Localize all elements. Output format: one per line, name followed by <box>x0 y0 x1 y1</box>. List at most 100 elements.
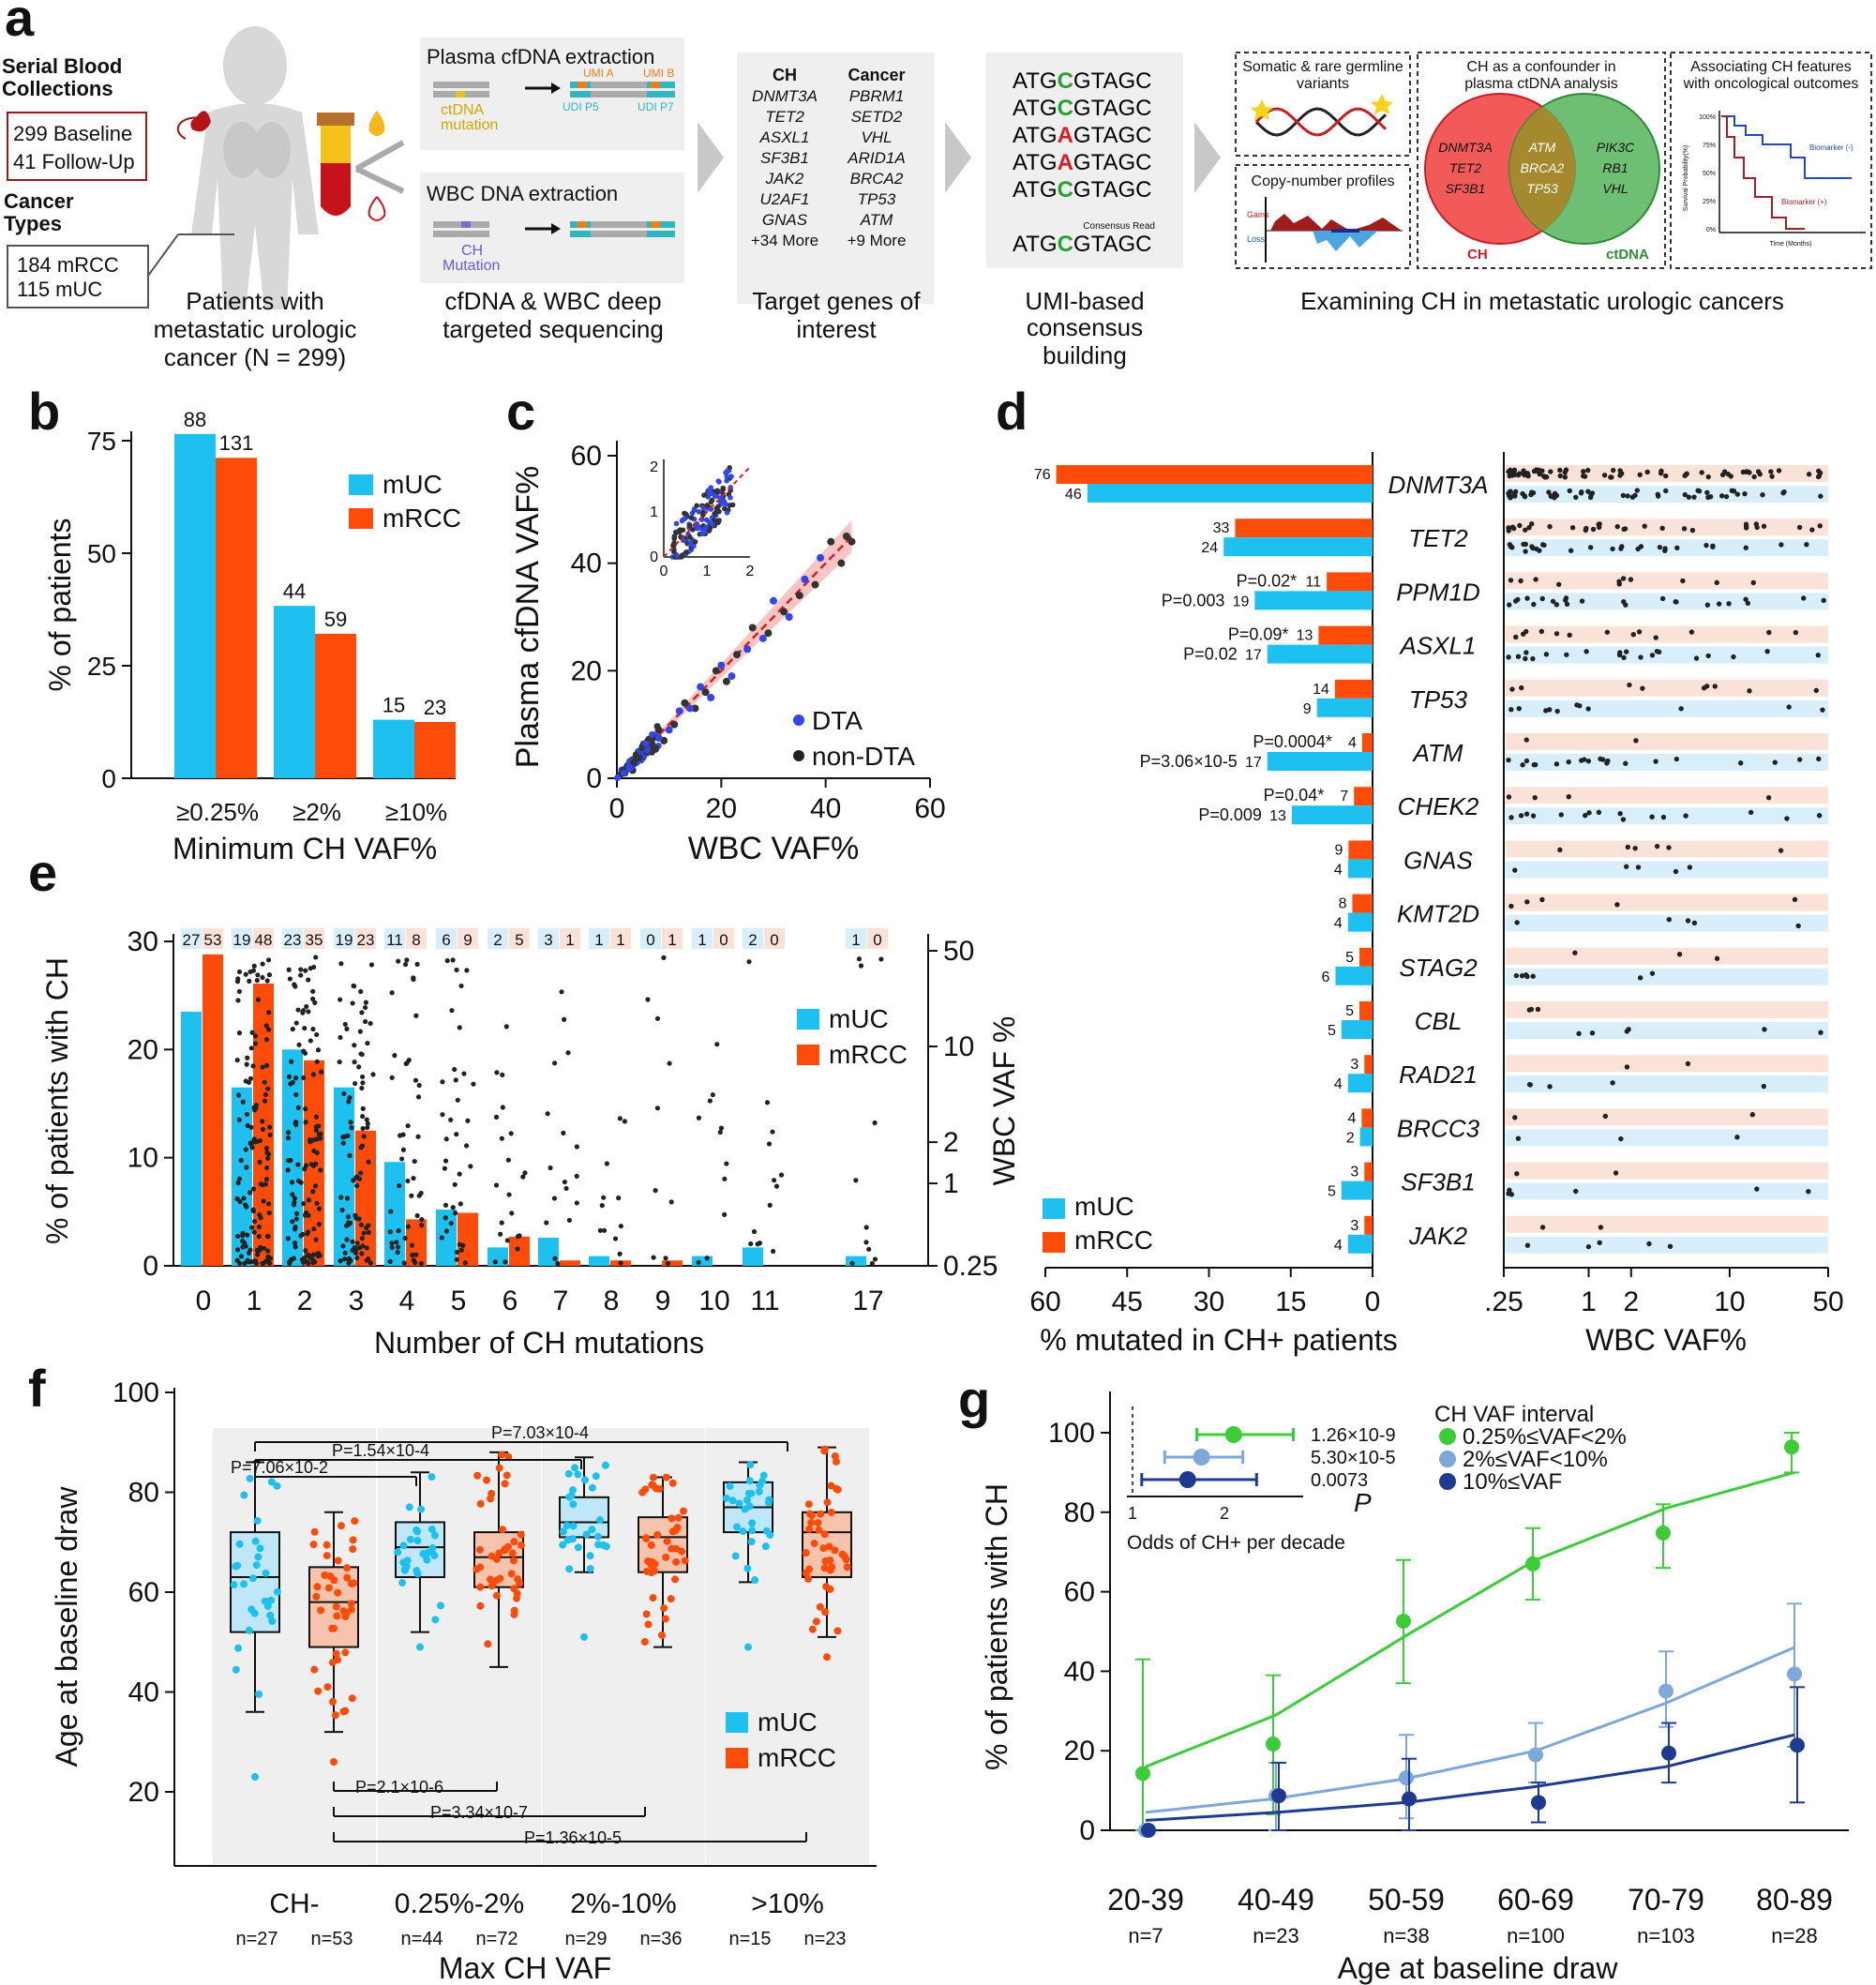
box-point <box>828 1563 836 1571</box>
box-point <box>564 1469 573 1478</box>
vaf-dot <box>300 1010 306 1015</box>
y-tick-label: 80 <box>1064 1497 1095 1528</box>
odds-point <box>1193 1449 1210 1466</box>
box-point <box>559 1527 567 1536</box>
umi-a-label: UMI A <box>583 67 614 80</box>
vaf-dot <box>618 1260 623 1266</box>
cancer-gene-item: SETD2 <box>851 108 903 126</box>
box-point <box>342 1609 351 1617</box>
vaf-dot <box>755 1241 760 1247</box>
gene-name: ATM <box>1412 739 1463 767</box>
legend-label: 2%≤VAF<10% <box>1463 1447 1608 1472</box>
somatic-title-2: variants <box>1297 76 1349 92</box>
box-point <box>804 1574 813 1583</box>
vaf-band-muc <box>1506 646 1828 664</box>
bar-count-label: 9 <box>1303 701 1312 717</box>
box-point <box>735 1499 743 1508</box>
vaf-dot <box>234 1233 241 1240</box>
count-badge-label: 5 <box>515 931 523 949</box>
legend-dta-label: DTA <box>812 706 863 735</box>
vaf-dot <box>1723 493 1730 500</box>
box-point <box>644 1620 653 1629</box>
vaf-dot <box>1573 494 1579 501</box>
x-tick-label: 50-59 <box>1368 1883 1445 1917</box>
vaf-dot <box>290 1219 295 1225</box>
ch-mut-label: CH <box>461 243 483 259</box>
vaf-dot <box>303 1106 308 1112</box>
vaf-dot <box>494 1070 500 1075</box>
vaf-dot <box>263 1146 270 1151</box>
vaf-dot <box>338 997 343 1002</box>
box-point <box>337 1522 345 1530</box>
box-point <box>507 1570 516 1578</box>
box-outlier <box>416 1643 424 1651</box>
insert-icon <box>591 91 647 98</box>
vaf-dot <box>1515 1135 1522 1141</box>
box-point <box>351 1517 359 1526</box>
vaf-dot <box>1566 793 1571 800</box>
inset-point <box>694 503 699 509</box>
n-label-mrcc: n=36 <box>639 1929 682 1949</box>
inset-point <box>729 502 736 508</box>
vaf-dot <box>1530 545 1536 551</box>
bar-mrcc <box>1327 572 1373 592</box>
box-point <box>667 1595 675 1603</box>
vaf-dot <box>316 1251 322 1256</box>
vaf-dot <box>1815 653 1821 658</box>
n-label: n=23 <box>1253 1924 1299 1947</box>
vaf-dot <box>1680 578 1686 584</box>
legend-muc-label: mUC <box>383 470 443 499</box>
box-point <box>310 1665 319 1674</box>
box-point <box>492 1591 501 1600</box>
vaf-dot <box>1688 629 1695 635</box>
vaf-dot <box>1514 920 1520 925</box>
box-outlier <box>580 1632 588 1641</box>
vaf-dot <box>1614 902 1620 908</box>
vaf-dot <box>411 976 416 983</box>
vaf-dot <box>266 1210 272 1216</box>
vaf-dot <box>261 1198 266 1204</box>
pvalue-label: P=1.54×10-4 <box>332 1441 429 1460</box>
box-point <box>814 1519 822 1527</box>
vaf-dot <box>1816 813 1823 819</box>
vaf-dot <box>498 1231 503 1237</box>
box-outlier <box>251 1773 259 1782</box>
vaf-dot <box>301 1075 307 1081</box>
inset-point <box>708 506 714 512</box>
x-tick-label: 70-79 <box>1628 1883 1704 1917</box>
count-badge-label: 9 <box>463 931 472 949</box>
x-tick-label: 3 <box>349 1286 365 1316</box>
vaf-dot <box>766 1141 773 1147</box>
data-point <box>1784 1439 1799 1455</box>
box-point <box>642 1534 651 1542</box>
vaf-dot <box>266 1010 272 1015</box>
vaf-dot <box>1604 629 1611 635</box>
vaf-dot <box>1714 579 1719 586</box>
vaf-dot <box>1801 595 1807 601</box>
vaf-dot <box>285 1236 291 1241</box>
plasma-layer-icon <box>321 126 351 163</box>
vaf-dot <box>352 1043 357 1048</box>
vaf-dot <box>313 1124 319 1130</box>
cancer-gene-item: ATM <box>860 211 893 229</box>
vaf-dot <box>503 1259 508 1265</box>
vaf-dot <box>878 956 884 962</box>
count-badge-label: 8 <box>412 931 420 949</box>
vaf-dot <box>359 1085 365 1091</box>
vaf-dot <box>1587 545 1594 550</box>
bar-muc <box>743 1247 763 1266</box>
vaf-dot <box>1508 707 1514 713</box>
box-point <box>582 1530 591 1539</box>
box-point <box>348 1694 356 1703</box>
scatter-point-cluster <box>649 730 656 738</box>
scatter-point-cluster <box>652 744 659 752</box>
vaf-dot <box>449 1008 455 1014</box>
vaf-band-mrcc <box>1506 1108 1828 1126</box>
bar-count-label: 5 <box>1345 1003 1354 1019</box>
vaf-dot <box>1532 794 1538 801</box>
vaf-dot <box>1522 493 1528 500</box>
insert-icon <box>591 221 647 228</box>
vaf-dot <box>359 1251 365 1256</box>
bar-mrcc <box>1361 1108 1373 1128</box>
vaf-dot <box>1567 488 1572 494</box>
